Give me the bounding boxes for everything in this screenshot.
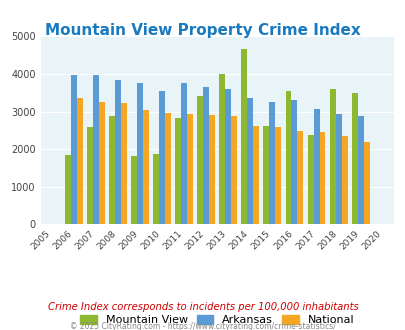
Bar [313, 109, 319, 224]
Text: Crime Index corresponds to incidents per 100,000 inhabitants: Crime Index corresponds to incidents per… [47, 302, 358, 312]
Bar [143, 110, 149, 224]
Bar [231, 116, 237, 224]
Bar [269, 102, 275, 224]
Bar [341, 136, 347, 224]
Bar [225, 89, 231, 224]
Bar [241, 50, 247, 224]
Bar [93, 75, 98, 224]
Legend: Mountain View, Arkansas, National: Mountain View, Arkansas, National [75, 309, 359, 330]
Bar [136, 83, 143, 224]
Bar [202, 87, 209, 224]
Bar [98, 102, 104, 224]
Bar [197, 96, 202, 224]
Bar [253, 126, 259, 224]
Bar [153, 154, 159, 224]
Bar [357, 116, 363, 224]
Bar [175, 118, 181, 224]
Bar [65, 155, 70, 224]
Bar [297, 131, 303, 224]
Bar [335, 114, 341, 224]
Bar [285, 91, 291, 224]
Bar [131, 155, 136, 224]
Bar [319, 132, 325, 224]
Bar [87, 127, 93, 224]
Bar [329, 89, 335, 224]
Bar [159, 91, 164, 224]
Bar [351, 93, 357, 224]
Bar [275, 127, 281, 224]
Bar [209, 115, 215, 224]
Bar [77, 98, 83, 224]
Bar [247, 98, 253, 224]
Bar [363, 142, 369, 224]
Text: Mountain View Property Crime Index: Mountain View Property Crime Index [45, 23, 360, 38]
Text: © 2025 CityRating.com - https://www.cityrating.com/crime-statistics/: © 2025 CityRating.com - https://www.city… [70, 322, 335, 330]
Bar [70, 75, 77, 224]
Bar [181, 83, 187, 224]
Bar [109, 116, 115, 224]
Bar [307, 135, 313, 224]
Bar [121, 103, 126, 224]
Bar [164, 113, 171, 224]
Bar [263, 126, 269, 224]
Bar [219, 74, 225, 224]
Bar [291, 100, 297, 224]
Bar [187, 114, 192, 224]
Bar [115, 80, 121, 224]
